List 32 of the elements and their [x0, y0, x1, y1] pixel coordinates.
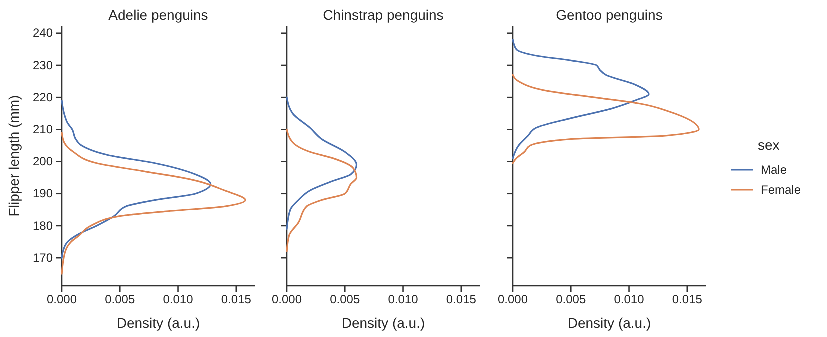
x-tick-label: 0.015	[221, 292, 252, 307]
x-tick-label: 0.010	[163, 292, 194, 307]
y-tick-label: 210	[32, 122, 54, 137]
y-axis-title: Flipper length (mm)	[6, 95, 22, 217]
legend-label: Male	[761, 163, 788, 177]
x-axis-title: Density (a.u.)	[116, 315, 200, 331]
x-tick-label: 0.000	[272, 292, 302, 307]
line-series	[61, 132, 246, 275]
x-tick-label: 0.010	[614, 292, 645, 307]
x-axis-title: Density (a.u.)	[568, 315, 652, 331]
x-tick-label: 0.005	[556, 292, 586, 307]
x-tick-label: 0.000	[498, 292, 528, 307]
y-tick-label: 180	[32, 218, 54, 233]
x-tick-label: 0.005	[330, 292, 360, 307]
x-axis-title: Density (a.u.)	[342, 315, 426, 331]
x-tick-label: 0.015	[446, 292, 477, 307]
y-tick-label: 230	[32, 58, 54, 72]
x-tick-label: 0.015	[672, 292, 703, 307]
x-tick-label: 0.005	[105, 292, 136, 307]
x-tick-label: 0.000	[46, 292, 78, 307]
legend-title: sex	[758, 137, 780, 153]
y-tick-label: 200	[32, 154, 54, 169]
legend-label: Female	[761, 183, 802, 197]
chart-title: Chinstrap penguins	[323, 7, 444, 23]
y-tick-label: 190	[32, 186, 54, 201]
x-tick-label: 0.010	[388, 292, 419, 307]
chart-title: Adelie penguins	[108, 7, 208, 23]
chart-title: Gentoo penguins	[556, 7, 663, 23]
y-tick-label: 220	[32, 90, 54, 104]
y-tick-label: 170	[32, 250, 54, 265]
y-tick-label: 240	[32, 26, 54, 40]
line-series	[61, 100, 212, 259]
